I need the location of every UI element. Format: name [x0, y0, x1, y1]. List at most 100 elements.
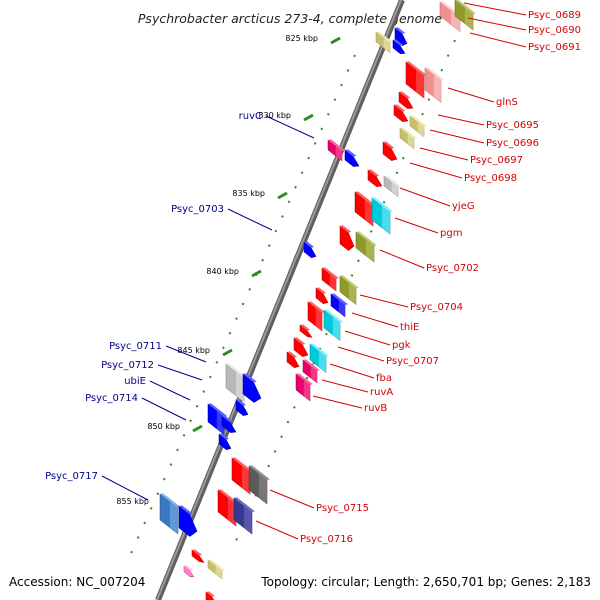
- gene-block[interactable]: [393, 102, 409, 126]
- gene-block[interactable]: [235, 397, 249, 419]
- gene-block[interactable]: [321, 265, 339, 293]
- gene-block[interactable]: [454, 0, 476, 32]
- gene-block[interactable]: [399, 125, 417, 151]
- callout-line: [394, 217, 439, 234]
- gene-label-Psyc_0691[interactable]: Psyc_0691: [528, 42, 581, 53]
- kbp-tick-mark: [251, 269, 262, 278]
- gene-label-Psyc_0716[interactable]: Psyc_0716: [300, 534, 353, 545]
- gene-block[interactable]: [339, 223, 355, 255]
- gene-block[interactable]: [303, 239, 317, 261]
- gene-block[interactable]: [424, 65, 444, 105]
- gene-block[interactable]: [248, 463, 270, 506]
- gene-label-ruvC[interactable]: ruvC: [239, 111, 262, 122]
- gene-block[interactable]: [354, 189, 376, 228]
- gene-label-Psyc_0698[interactable]: Psyc_0698: [464, 173, 517, 184]
- gene-label-Psyc_0703[interactable]: Psyc_0703: [171, 204, 224, 215]
- gene-block[interactable]: [207, 557, 225, 581]
- gene-label-Psyc_0702[interactable]: Psyc_0702: [426, 263, 479, 274]
- gene-block[interactable]: [293, 335, 309, 361]
- gene-block[interactable]: [383, 173, 401, 199]
- callout-line: [157, 364, 203, 381]
- gene-label-fba[interactable]: fba: [376, 373, 392, 384]
- gene-block[interactable]: [309, 341, 329, 375]
- gene-block[interactable]: [344, 147, 360, 171]
- gene-label-glnS[interactable]: glnS: [496, 97, 518, 108]
- callout-line: [149, 380, 191, 401]
- gene-block[interactable]: [225, 361, 247, 404]
- gene-block[interactable]: [191, 547, 205, 565]
- callout-group: Psyc_0689 Psyc_0690 Psyc_0691 glnS Psyc_0695…: [45, 2, 581, 545]
- gene-block[interactable]: [221, 413, 237, 437]
- gene-label-Psyc_0690[interactable]: Psyc_0690: [528, 25, 581, 36]
- gene-block[interactable]: [302, 357, 320, 385]
- gene-label-Psyc_0689[interactable]: Psyc_0689: [528, 10, 581, 21]
- gene-label-yjeG[interactable]: yjeG: [452, 201, 475, 212]
- gene-block[interactable]: [233, 495, 255, 536]
- gene-label-Psyc_0697[interactable]: Psyc_0697: [470, 155, 523, 166]
- kbp-tick-label: 855 kbp: [116, 497, 149, 506]
- gene-block[interactable]: [327, 137, 345, 163]
- gene-label-Psyc_0696[interactable]: Psyc_0696: [486, 138, 539, 149]
- kbp-tick-label: 845 kbp: [177, 346, 210, 355]
- gene-label-pgm[interactable]: pgm: [440, 228, 462, 239]
- gene-block[interactable]: [405, 59, 427, 100]
- kbp-tick-mark: [192, 424, 203, 433]
- gene-block[interactable]: [242, 371, 262, 408]
- map-title: Psychrobacter arcticus 273-4, complete g…: [138, 11, 443, 26]
- gene-block[interactable]: [218, 431, 232, 453]
- gene-label-Psyc_0715[interactable]: Psyc_0715: [316, 503, 369, 514]
- topology-text: Topology: circular; Length: 2,650,701 bp…: [260, 575, 591, 589]
- gene-block[interactable]: [371, 195, 393, 236]
- gene-block[interactable]: [375, 29, 393, 55]
- callout-line: [141, 397, 187, 421]
- callout-line: [399, 187, 451, 207]
- gene-block[interactable]: [286, 349, 300, 371]
- kbp-tick-label: 850 kbp: [147, 422, 180, 431]
- callout-line: [467, 17, 527, 31]
- callout-line: [321, 379, 369, 393]
- gene-label-ubiE[interactable]: ubiE: [124, 376, 146, 387]
- gene-label-thiE[interactable]: thiE: [400, 322, 419, 333]
- callout-line: [312, 395, 363, 409]
- gene-label-Psyc_0704[interactable]: Psyc_0704: [410, 302, 463, 313]
- gene-block[interactable]: [315, 285, 329, 307]
- gene-label-Psyc_0695[interactable]: Psyc_0695: [486, 120, 539, 131]
- gene-block[interactable]: [205, 589, 217, 600]
- gene-block[interactable]: [307, 299, 325, 333]
- gene-block[interactable]: [295, 371, 313, 403]
- gene-block[interactable]: [183, 563, 195, 580]
- gene-block[interactable]: [367, 167, 383, 191]
- gene-label-Psyc_0707[interactable]: Psyc_0707: [386, 356, 439, 367]
- gene-label-pgk[interactable]: pgk: [392, 340, 411, 351]
- gene-block[interactable]: [355, 229, 377, 264]
- gene-block[interactable]: [330, 291, 348, 319]
- callout-line: [329, 363, 375, 379]
- gene-label-Psyc_0712[interactable]: Psyc_0712: [101, 360, 154, 371]
- genome-backbone-highlight: [156, 0, 402, 600]
- gene-block[interactable]: [392, 37, 406, 57]
- gene-label-Psyc_0717[interactable]: Psyc_0717: [45, 471, 98, 482]
- gene-block[interactable]: [159, 491, 181, 536]
- kbp-tick-label: 835 kbp: [232, 189, 265, 198]
- callout-line: [409, 162, 463, 179]
- kbp-tick-mark: [303, 113, 314, 122]
- callout-line: [463, 2, 527, 16]
- gene-label-ruvB[interactable]: ruvB: [364, 403, 387, 414]
- callout-line: [469, 32, 527, 48]
- callout-line: [419, 147, 469, 161]
- gene-label-Psyc_0714[interactable]: Psyc_0714: [85, 393, 138, 404]
- callout-line: [227, 208, 273, 231]
- gene-block[interactable]: [382, 139, 398, 165]
- gene-label-ruvA[interactable]: ruvA: [370, 387, 393, 398]
- gene-block[interactable]: [398, 89, 414, 113]
- gene-block[interactable]: [339, 273, 359, 307]
- gene-label-Psyc_0711[interactable]: Psyc_0711: [109, 341, 162, 352]
- gene-block[interactable]: [299, 322, 313, 340]
- callout-line: [351, 312, 399, 328]
- kbp-tick-label: 825 kbp: [285, 34, 318, 43]
- gene-block[interactable]: [178, 503, 198, 542]
- gene-block[interactable]: [409, 113, 427, 139]
- gene-block[interactable]: [323, 307, 343, 343]
